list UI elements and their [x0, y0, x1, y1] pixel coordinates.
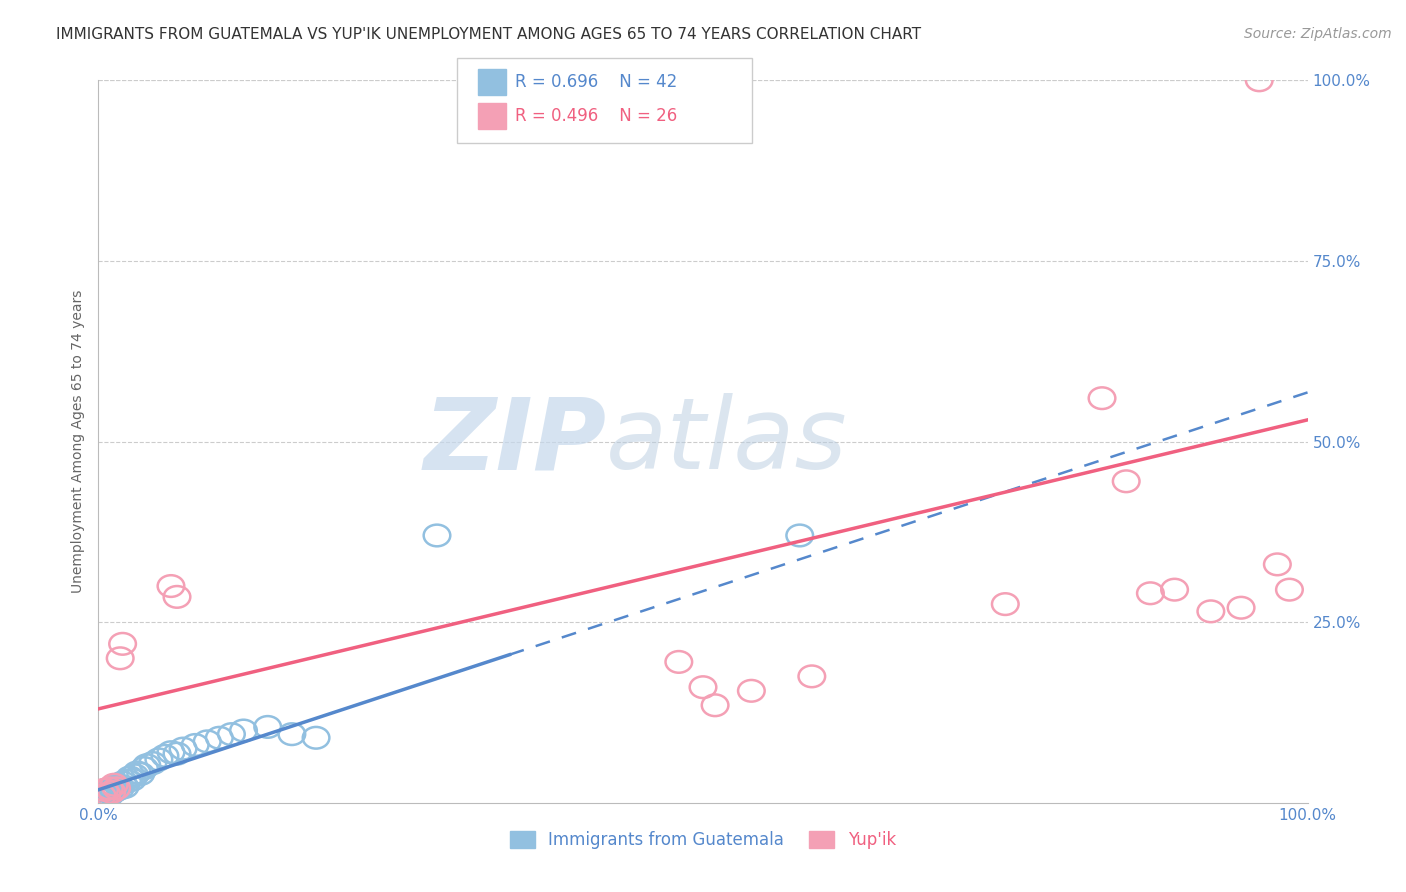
Text: ZIP: ZIP [423, 393, 606, 490]
Text: atlas: atlas [606, 393, 848, 490]
Text: Source: ZipAtlas.com: Source: ZipAtlas.com [1244, 27, 1392, 41]
Text: IMMIGRANTS FROM GUATEMALA VS YUP'IK UNEMPLOYMENT AMONG AGES 65 TO 74 YEARS CORRE: IMMIGRANTS FROM GUATEMALA VS YUP'IK UNEM… [56, 27, 921, 42]
Text: R = 0.496    N = 26: R = 0.496 N = 26 [515, 107, 676, 125]
Y-axis label: Unemployment Among Ages 65 to 74 years: Unemployment Among Ages 65 to 74 years [72, 290, 86, 593]
Text: R = 0.696    N = 42: R = 0.696 N = 42 [515, 73, 676, 91]
Legend: Immigrants from Guatemala, Yup'ik: Immigrants from Guatemala, Yup'ik [503, 824, 903, 856]
